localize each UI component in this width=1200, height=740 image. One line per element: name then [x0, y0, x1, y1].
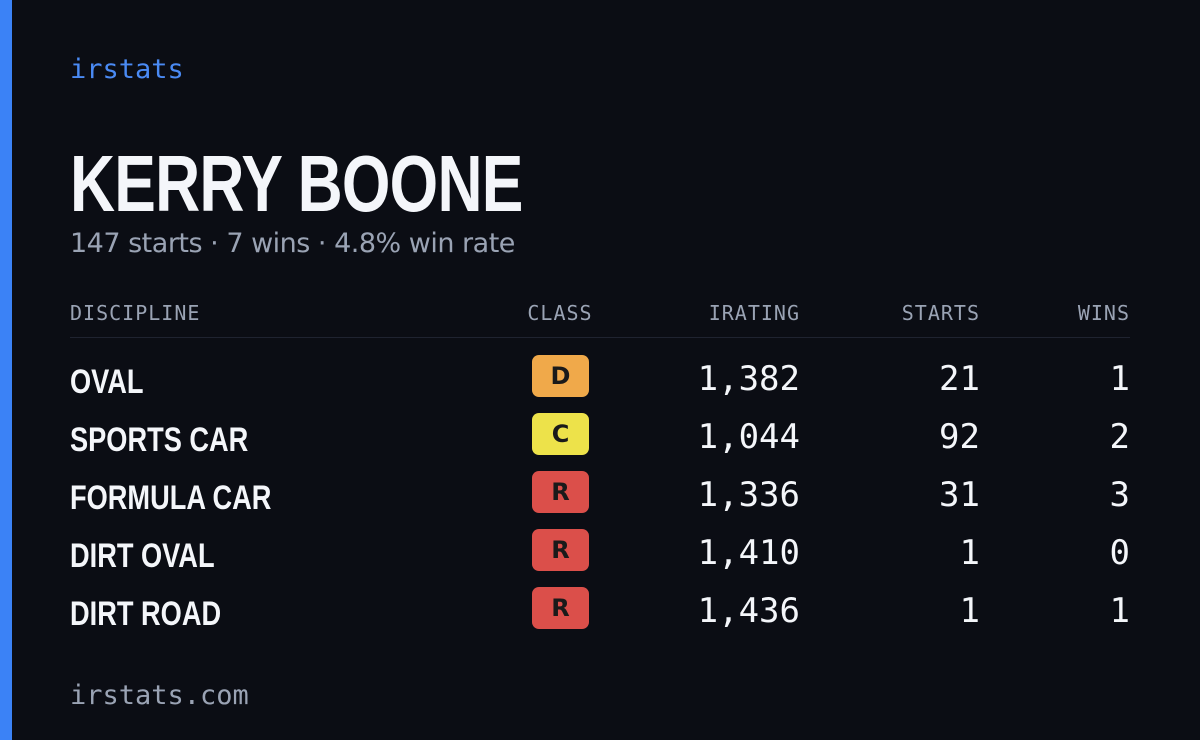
- column-header: IRATING: [708, 301, 800, 325]
- class-badge: R: [532, 587, 589, 629]
- class-badge: R: [532, 529, 589, 571]
- class-badge: R: [532, 471, 589, 513]
- wins: 0: [1109, 533, 1130, 573]
- class-badge: C: [532, 413, 589, 455]
- column-header: CLASS: [527, 301, 593, 325]
- starts: 92: [939, 417, 980, 457]
- column-header: WINS: [1077, 301, 1130, 325]
- irating: 1,436: [697, 591, 800, 631]
- discipline: DIRT ROAD: [70, 595, 222, 633]
- starts: 1: [959, 533, 980, 573]
- discipline: DIRT OVAL: [70, 537, 215, 575]
- wins: 3: [1109, 475, 1130, 515]
- footer: irstats.com: [70, 680, 249, 711]
- irating: 1,382: [697, 359, 800, 399]
- irating: 1,410: [697, 533, 800, 573]
- discipline: FORMULA CAR: [70, 479, 272, 517]
- accent-bar: [0, 0, 12, 740]
- irating: 1,336: [697, 475, 800, 515]
- driver-name: KERRY BOONE: [70, 139, 523, 228]
- column-header: DISCIPLINE: [70, 301, 201, 325]
- class-badge: D: [532, 355, 589, 397]
- starts: 1: [959, 591, 980, 631]
- wins: 1: [1109, 359, 1130, 399]
- brand: irstats: [70, 54, 184, 85]
- discipline: SPORTS CAR: [70, 421, 249, 459]
- starts: 31: [939, 475, 980, 515]
- wins: 2: [1109, 417, 1130, 457]
- header-rule: [70, 337, 1130, 338]
- discipline: OVAL: [70, 363, 144, 401]
- column-header: STARTS: [901, 301, 980, 325]
- wins: 1: [1109, 591, 1130, 631]
- summary: 147 starts · 7 wins · 4.8% win rate: [70, 228, 515, 259]
- irating: 1,044: [697, 417, 800, 457]
- starts: 21: [939, 359, 980, 399]
